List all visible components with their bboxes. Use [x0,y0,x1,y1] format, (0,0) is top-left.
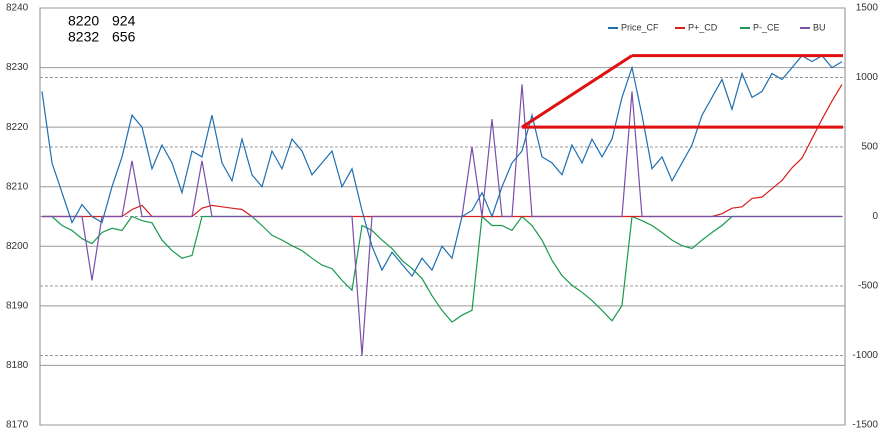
y2-tick-label: 1500 [856,3,879,14]
y2-tick-label: -1000 [852,350,878,361]
legend-label: P-_CE [753,22,780,32]
y2-tick-label: -1500 [852,420,878,431]
series-line [42,84,842,356]
y-tick-label: 8170 [6,420,29,431]
y-tick-label: 8220 [6,122,29,133]
annotation-value: 924 [112,13,136,29]
annotation-price: 8220 [68,13,99,29]
series-line [42,215,842,323]
y2-tick-label: 0 [872,211,878,222]
y-tick-label: 8210 [6,181,29,192]
y-tick-label: 8190 [6,300,29,311]
y2-tick-label: -500 [858,281,878,292]
y2-tick-label: 1000 [856,72,879,83]
legend-label: BU [813,22,826,32]
y-tick-label: 8200 [6,241,29,252]
y2-tick-label: 500 [861,142,878,153]
legend-label: P+_CD [688,22,718,32]
annotation-price: 8232 [68,29,99,45]
annotation-value: 656 [112,29,136,45]
series-line [41,54,843,278]
y-tick-label: 8180 [6,360,29,371]
trend-line [521,54,633,129]
y-tick-label: 8240 [6,3,29,14]
y-tick-label: 8230 [6,62,29,73]
legend-label: Price_CF [621,22,659,32]
